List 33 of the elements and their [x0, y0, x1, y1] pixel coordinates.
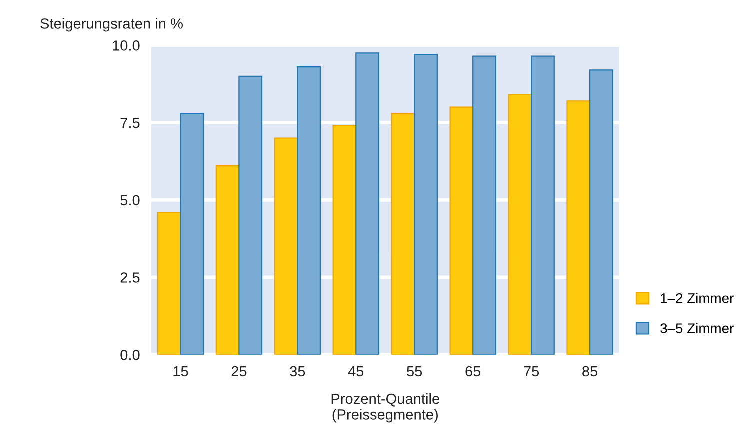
x-tick-label: 35	[290, 366, 306, 377]
y-tick-label: 5.0	[120, 195, 140, 206]
legend-label: 3–5 Zimmer	[660, 323, 734, 334]
bar	[391, 112, 416, 355]
bar	[531, 56, 555, 355]
bar	[157, 212, 182, 355]
x-tick-label: 45	[348, 366, 364, 377]
legend-label: 1–2 Zimmer	[661, 293, 734, 304]
x-tick-label: 25	[232, 366, 247, 377]
bar	[508, 94, 532, 355]
x-tick-label: 55	[407, 366, 422, 377]
x-tick-label: 75	[524, 366, 540, 377]
bar	[238, 76, 263, 355]
bar	[589, 70, 614, 355]
bar	[566, 100, 591, 355]
x-tick-label: 15	[174, 366, 188, 377]
y-tick-label: 2.5	[120, 272, 140, 283]
bar	[472, 56, 496, 355]
x-tick-label: 85	[582, 366, 598, 377]
bar	[216, 166, 240, 355]
y-tick-label: 7.5	[120, 118, 140, 128]
bar	[414, 54, 438, 355]
x-tick-label: 65	[466, 366, 481, 377]
y-tick-label: 10.0	[113, 40, 140, 51]
y-tick-label: 0.0	[120, 350, 140, 360]
bar	[450, 106, 474, 355]
bar	[180, 112, 204, 355]
bar	[356, 52, 380, 355]
bar	[274, 138, 298, 355]
bar	[297, 66, 322, 355]
y-axis-title: Steigerungsraten in %	[40, 18, 183, 32]
x-axis-title: Prozent-Quantile (Preissegmente)	[332, 393, 440, 423]
bar	[332, 125, 357, 355]
